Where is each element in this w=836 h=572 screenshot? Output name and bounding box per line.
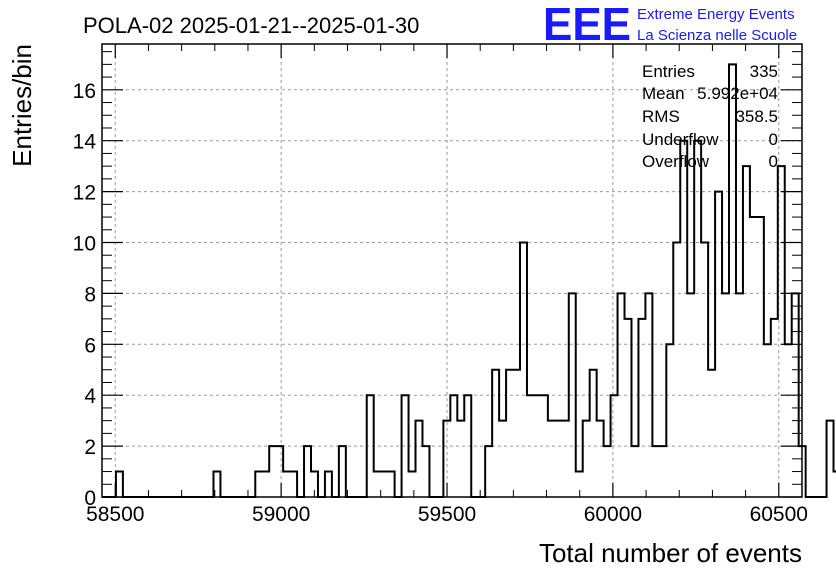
grid-lines: [102, 44, 802, 497]
x-tick-label: 60500: [750, 503, 808, 526]
y-tick-label: 12: [73, 182, 96, 205]
x-axis-title: Total number of events: [539, 538, 802, 568]
x-tick-label: 60000: [584, 503, 642, 526]
chart-title: POLA-02 2025-01-21--2025-01-30: [83, 13, 419, 38]
y-tick-label: 16: [73, 80, 96, 103]
eee-logo-mark: EEE: [543, 0, 631, 50]
eee-logo: EEE Extreme Energy Events La Scienza nel…: [543, 0, 797, 50]
stat-label-rms: RMS: [642, 107, 680, 126]
stat-label-mean: Mean: [642, 84, 685, 103]
axis-ticks: [102, 44, 802, 498]
x-tick-label: 59000: [252, 503, 310, 526]
stat-value-entries: 335: [750, 62, 778, 81]
plot-frame: [101, 43, 803, 498]
x-tick-label: 58500: [86, 503, 144, 526]
y-tick-label: 2: [84, 436, 96, 459]
y-tick-label: 14: [73, 131, 97, 154]
stats-box: Entries 335 Mean 5.992e+04 RMS 358.5 Und…: [642, 62, 778, 171]
y-tick-label: 6: [84, 334, 96, 357]
eee-logo-line1: Extreme Energy Events: [637, 6, 795, 23]
stat-value-overflow: 0: [769, 152, 778, 171]
stat-value-rms: 358.5: [735, 107, 778, 126]
histogram-step-line: [102, 63, 836, 498]
stat-value-underflow: 0: [769, 130, 778, 149]
y-tick-label: 4: [84, 385, 96, 408]
eee-logo-line2: La Scienza nelle Scuole: [637, 27, 797, 44]
stat-label-overflow: Overflow: [642, 152, 710, 171]
y-tick-label: 8: [84, 283, 96, 306]
y-tick-label: 10: [73, 233, 96, 256]
stat-label-underflow: Underflow: [642, 130, 719, 149]
stat-value-mean: 5.992e+04: [697, 84, 778, 103]
tick-labels: 58500 59000 59500 60000 60500 0 2 4 6 8 10 12 14 16: [73, 80, 808, 526]
stat-label-entries: Entries: [642, 62, 695, 81]
x-tick-label: 59500: [418, 503, 476, 526]
y-tick-label: 0: [84, 487, 96, 510]
y-axis-title: Entries/bin: [7, 44, 37, 167]
